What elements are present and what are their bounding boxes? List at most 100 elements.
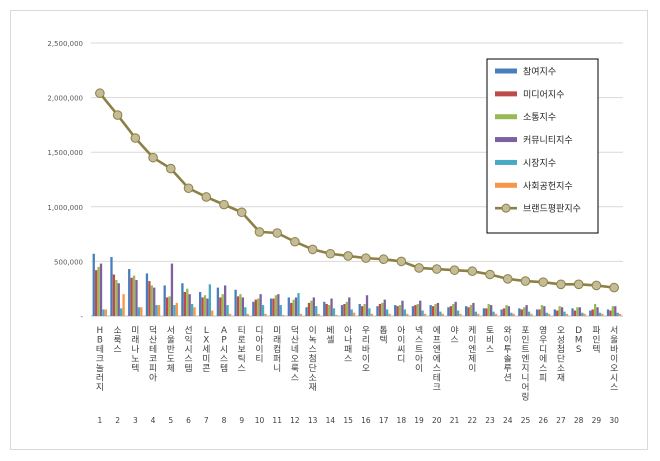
bar	[518, 308, 521, 316]
bar	[416, 303, 419, 316]
bar	[492, 311, 495, 316]
line-point	[219, 199, 229, 210]
bar	[128, 269, 131, 316]
bar	[403, 309, 407, 316]
bar	[530, 313, 533, 316]
bar	[388, 313, 391, 316]
line-point	[502, 274, 513, 284]
bar	[571, 308, 574, 316]
category-number: 13	[308, 416, 318, 425]
bar	[350, 309, 353, 316]
bar	[264, 313, 267, 316]
legend-label: 시장지수	[523, 158, 556, 169]
gridlines	[91, 42, 623, 317]
bar	[310, 300, 313, 316]
bar	[244, 307, 247, 316]
bar	[406, 313, 409, 316]
bar	[148, 281, 151, 316]
bar	[199, 291, 202, 316]
y-tick-label: 2,000,000	[47, 95, 83, 103]
bar	[540, 305, 544, 316]
bar	[606, 309, 610, 316]
bar	[190, 303, 194, 316]
category-number: 6	[186, 416, 191, 425]
bar	[99, 263, 103, 316]
bar	[525, 305, 528, 316]
category-number: 23	[485, 416, 495, 425]
bar	[261, 305, 265, 316]
bar	[565, 313, 569, 316]
bar	[193, 307, 196, 316]
bar	[485, 308, 488, 316]
bar	[560, 307, 564, 316]
bar	[292, 299, 295, 316]
bar	[545, 312, 548, 316]
legend-swatch	[495, 91, 517, 97]
bar	[447, 307, 450, 316]
bar	[241, 297, 245, 316]
bar	[365, 295, 369, 316]
category-number: 14	[326, 416, 336, 425]
bar	[307, 302, 311, 316]
bar	[305, 307, 308, 316]
bar	[421, 310, 424, 316]
bar	[502, 308, 506, 316]
category-number: 11	[272, 416, 282, 425]
bar	[153, 287, 156, 316]
bar	[465, 306, 468, 316]
bar	[110, 257, 113, 316]
bar	[449, 306, 452, 316]
line-point	[112, 110, 123, 120]
bar	[436, 302, 440, 316]
line-point	[520, 276, 531, 286]
bar	[173, 305, 176, 316]
bar	[252, 301, 255, 316]
bar	[386, 309, 389, 316]
bar	[510, 312, 513, 316]
line-point	[201, 192, 212, 202]
category-number: 7	[204, 416, 209, 425]
bar	[616, 312, 619, 316]
category-number: 19	[414, 416, 424, 425]
bar	[282, 314, 285, 316]
category-number: 17	[379, 416, 389, 425]
legend-marker	[501, 203, 511, 213]
line-point	[183, 183, 194, 194]
bar	[188, 294, 191, 316]
bar	[132, 275, 136, 316]
bar	[454, 301, 457, 316]
legend-label: 커뮤니티지수	[523, 135, 573, 146]
bar	[368, 308, 371, 316]
bar	[401, 300, 404, 316]
bar	[527, 311, 531, 316]
bar	[573, 310, 577, 316]
line-point	[378, 254, 389, 265]
line-point	[95, 88, 105, 99]
bar	[92, 253, 95, 316]
line-point	[485, 269, 495, 280]
bar	[335, 314, 338, 316]
category-number: 27	[556, 416, 566, 425]
bar	[505, 305, 508, 316]
bar	[593, 303, 597, 316]
y-tick-label: -	[80, 313, 83, 321]
category-number: 2	[115, 416, 120, 425]
bar	[145, 273, 149, 316]
bar	[208, 284, 211, 316]
bar	[102, 309, 105, 316]
legend-label: 사회공헌지수	[523, 181, 573, 192]
bar	[221, 294, 224, 316]
bar	[317, 313, 320, 316]
chart: - 500,000 1,000,000 1,500,000 2,000,000 2,500…	[47, 40, 623, 425]
bar	[206, 298, 209, 316]
bar	[183, 291, 186, 316]
